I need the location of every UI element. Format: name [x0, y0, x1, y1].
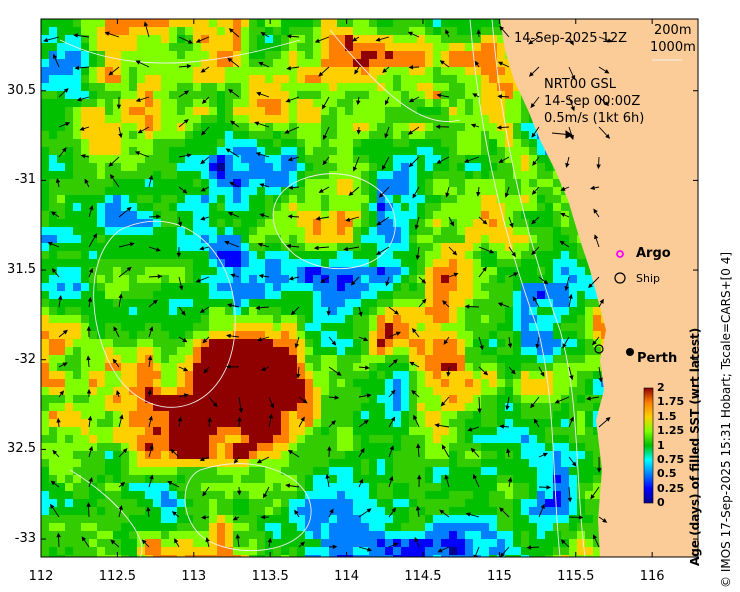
ship-position — [594, 344, 604, 354]
ship-marker — [614, 272, 626, 284]
x-tick-label: 115 — [486, 569, 512, 584]
credit-text: © IMOS 17-Sep-2025 15:31 Hobart; Tscale=… — [719, 251, 733, 588]
perth-label: Perth — [637, 351, 678, 366]
current-scale-arrow — [551, 130, 573, 139]
colorbar-tick: 0.25 — [657, 481, 685, 495]
colorbar-tick: 1 — [657, 438, 665, 452]
contour-band-1 — [59, 39, 301, 64]
map-frame — [40, 18, 699, 558]
colorbar-label: Age (days) of filled SST (wrt latest) — [688, 327, 702, 566]
colorbar-tick: 0 — [657, 496, 665, 509]
x-tick-label: 116 — [639, 569, 665, 584]
legend-argo: Argo — [636, 246, 671, 261]
bathymetry-contours — [59, 19, 586, 557]
contour-key-1000m: 1000m — [650, 40, 696, 55]
current-vectors — [43, 21, 613, 557]
x-tick-label: 113 — [181, 569, 207, 584]
colorbar — [643, 387, 654, 504]
legend-ship: Ship — [636, 272, 660, 285]
x-tick-label: 113.5 — [251, 569, 289, 584]
x-tick-label: 112 — [28, 569, 54, 584]
colorbar-tick: 1.5 — [657, 409, 677, 423]
contour-1000m — [469, 19, 561, 557]
current-product: NRT00 GSL — [544, 77, 616, 92]
colorbar-tick: 1.25 — [657, 424, 685, 438]
sst-age-field — [41, 19, 641, 557]
argo-marker — [616, 250, 624, 258]
y-tick-label: -31 — [14, 172, 36, 188]
y-tick-label: 32.5 — [7, 441, 36, 457]
current-scale: 0.5m/s (1kt 6h) — [544, 111, 645, 126]
y-tick-label: -32 — [14, 351, 36, 367]
contour-key-200m: 200m — [654, 23, 692, 38]
contour-200m — [491, 19, 586, 557]
y-tick-label: 31.5 — [7, 262, 36, 278]
x-tick-label: 112.5 — [98, 569, 136, 584]
y-tick-label: 30.5 — [7, 82, 36, 98]
current-time: 14-Sep 00:00Z — [544, 94, 641, 109]
y-tick-label: -33 — [14, 531, 36, 547]
colorbar-tick: 0.5 — [657, 467, 677, 481]
contour-eddy-3 — [184, 463, 312, 551]
x-tick-label: 114.5 — [404, 569, 442, 584]
contour-band-2 — [329, 29, 461, 122]
contour-band-3 — [69, 469, 143, 557]
colorbar-tick: 1.75 — [657, 395, 685, 409]
colorbar-tick: 0.75 — [657, 452, 685, 466]
perth-marker — [626, 348, 634, 356]
x-tick-label: 114 — [334, 569, 359, 584]
contour-eddy-2 — [93, 220, 236, 408]
colorbar-tick: 2 — [657, 381, 665, 394]
map-datetime: 14-Sep-2025 12Z — [514, 31, 628, 46]
contour-eddy-1 — [272, 173, 396, 270]
x-tick-label: 115.5 — [557, 569, 595, 584]
